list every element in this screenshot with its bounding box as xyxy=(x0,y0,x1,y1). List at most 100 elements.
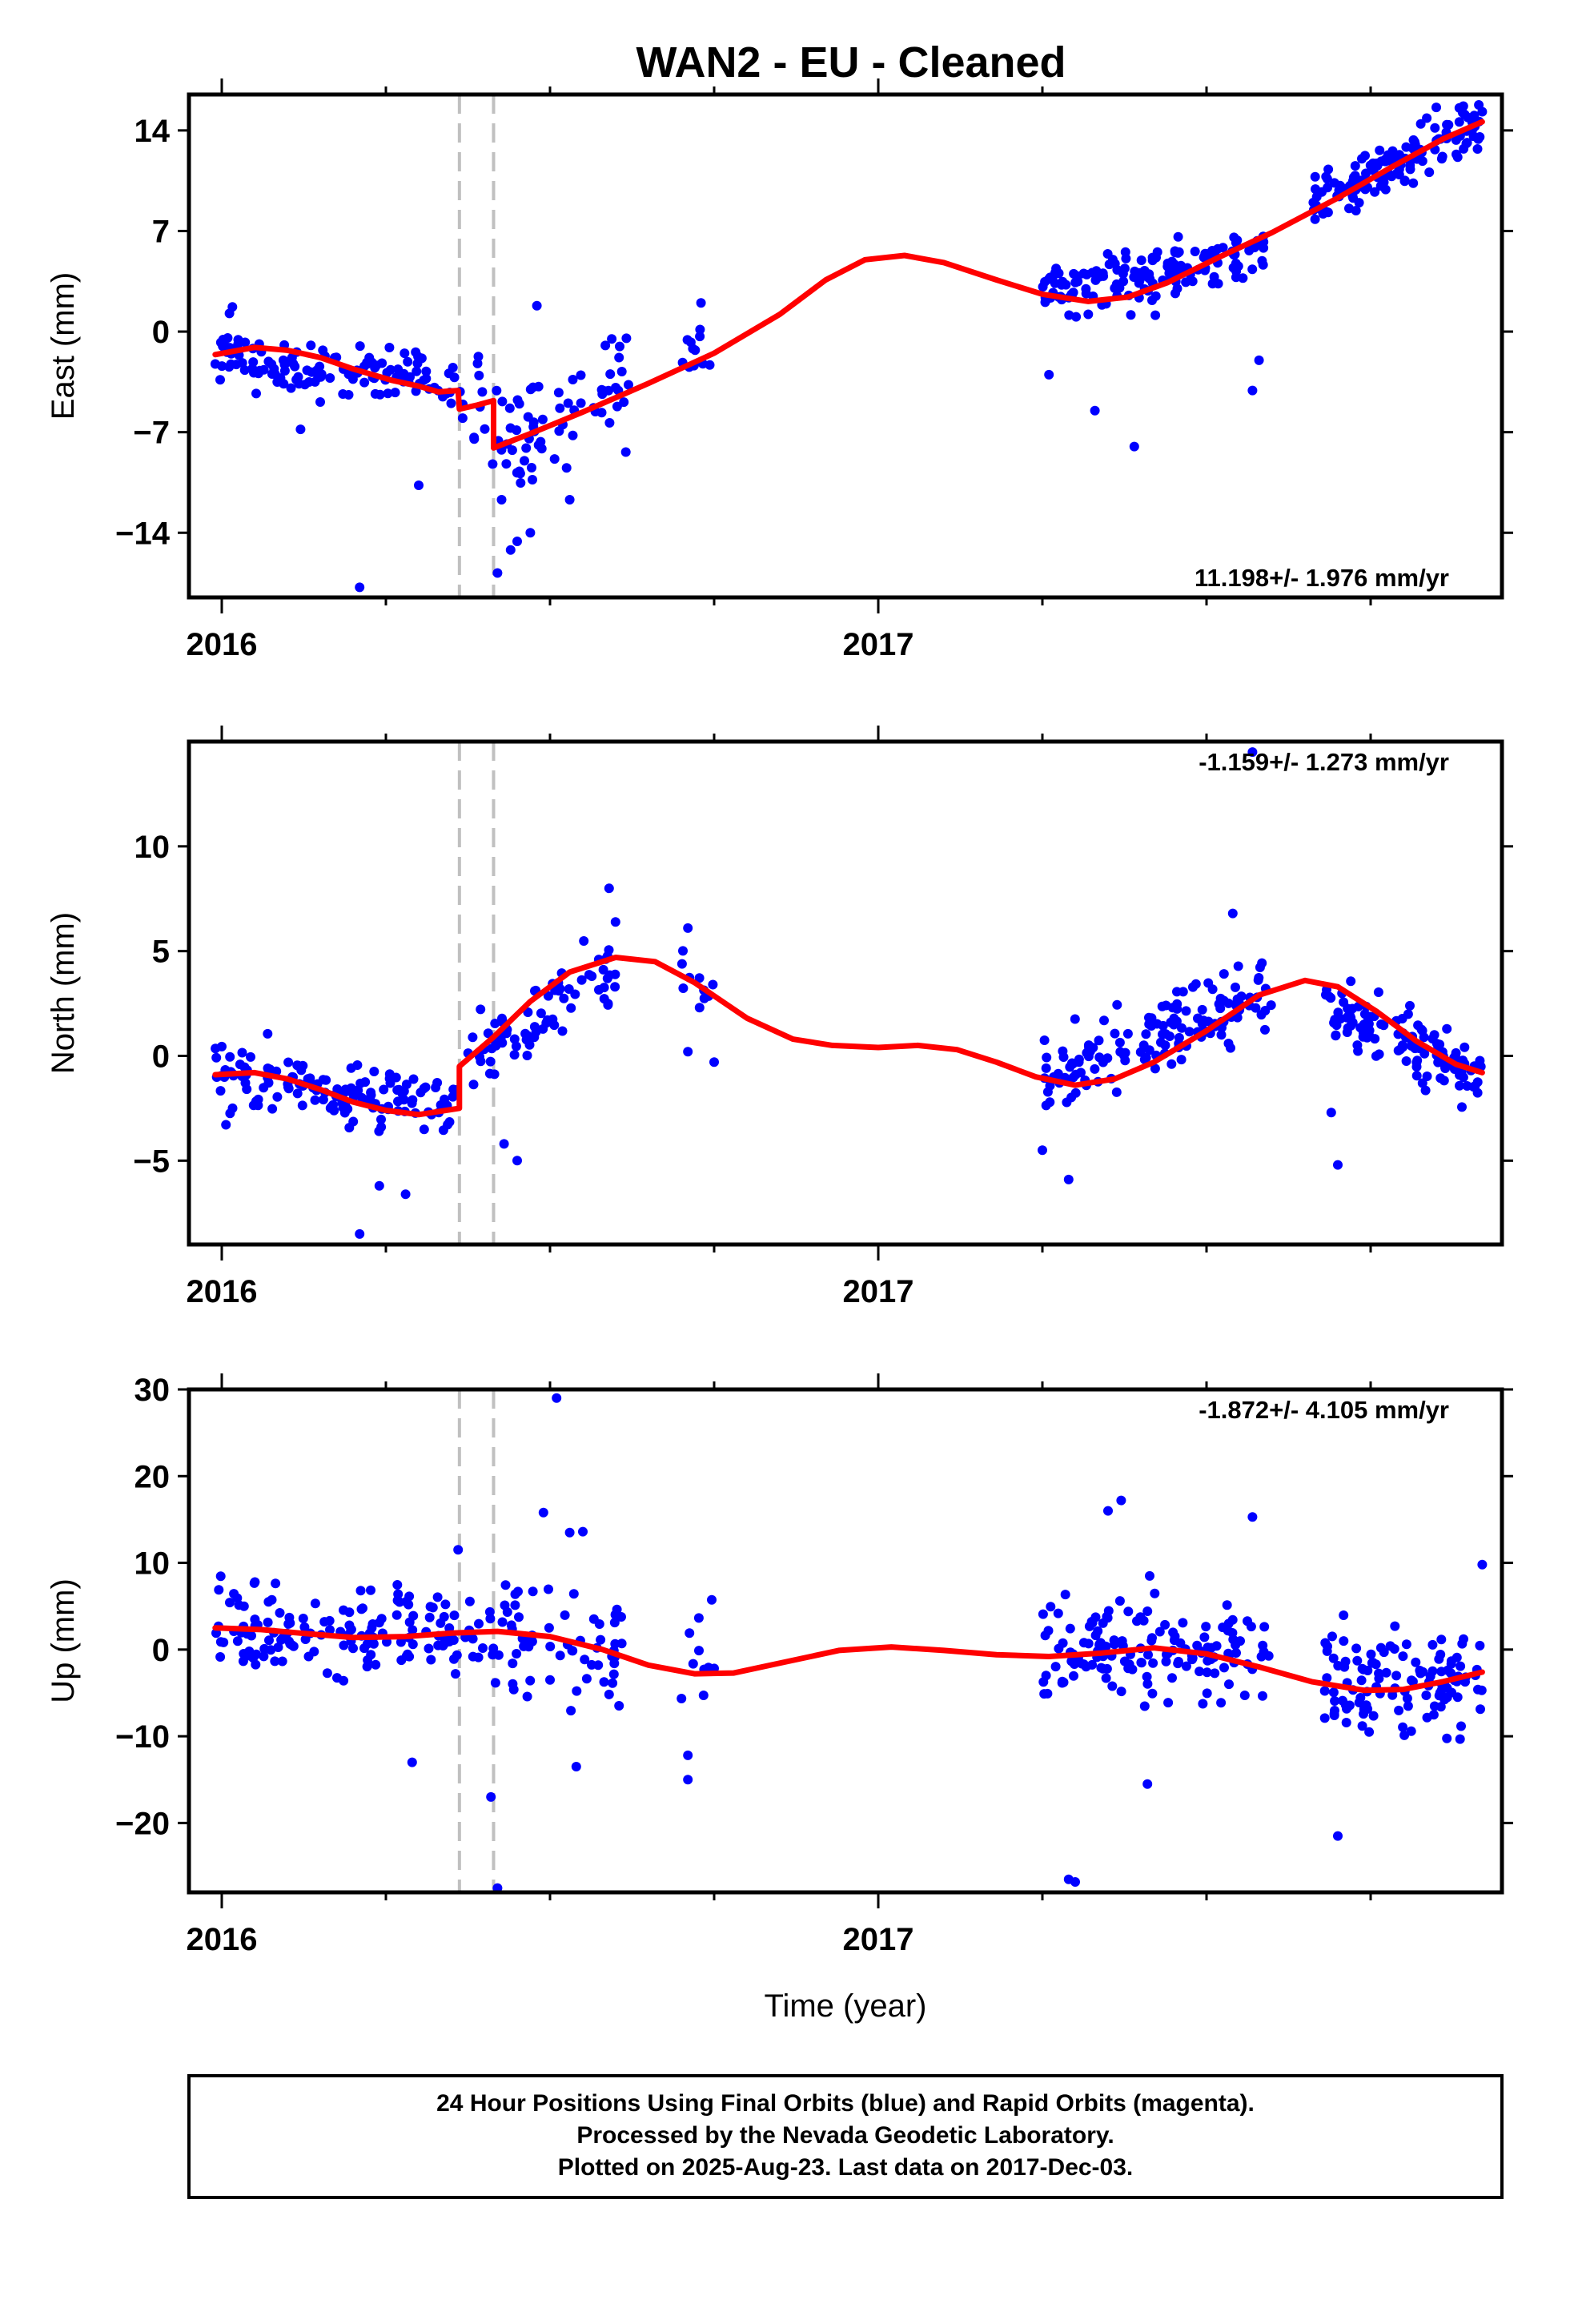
east-data-point xyxy=(553,388,564,398)
north-data-point xyxy=(1111,1087,1122,1097)
north-data-point xyxy=(237,1047,247,1058)
up-data-point xyxy=(408,1625,418,1635)
up-data-point xyxy=(1436,1667,1447,1677)
panel-north: −5 0 5 10 2016 2017 North (mm) -1.159+/- 1.273 … xyxy=(46,726,1513,1309)
north-data-point xyxy=(1247,747,1258,758)
east-data-point xyxy=(621,333,632,344)
east-ytick-label: 14 xyxy=(135,114,171,149)
north-data-point xyxy=(1405,1000,1415,1011)
north-data-point xyxy=(217,1041,227,1051)
up-data-point xyxy=(325,1625,335,1635)
east-data-point xyxy=(355,341,365,352)
east-data-point xyxy=(278,355,288,365)
east-data-point xyxy=(1231,259,1241,268)
panel-up: −20 −10 0 10 20 30 2016 2017 Up (mm) Time (year) -… xyxy=(46,1373,1513,2024)
north-data-point xyxy=(1260,1024,1270,1035)
up-data-point xyxy=(1223,1618,1234,1629)
up-data-point xyxy=(1457,1638,1468,1649)
east-data-point xyxy=(1323,183,1333,193)
north-data-point xyxy=(356,1092,367,1103)
up-data-point xyxy=(1364,1727,1375,1737)
east-xtick-label: 2016 xyxy=(187,627,258,662)
north-data-point xyxy=(1321,990,1331,1000)
east-data-point xyxy=(444,368,454,379)
up-data-point xyxy=(1339,1610,1349,1620)
up-data-point xyxy=(616,1638,627,1649)
north-data-point xyxy=(1042,1087,1053,1097)
east-data-point xyxy=(359,377,370,388)
up-data-point xyxy=(1211,1641,1222,1651)
north-final-orbit-points xyxy=(211,747,1486,1239)
north-data-point xyxy=(215,1086,226,1096)
north-rate-label: -1.159+/- 1.273 mm/yr xyxy=(1199,748,1449,776)
up-data-point xyxy=(1038,1677,1049,1687)
north-data-point xyxy=(557,1026,568,1036)
up-data-point xyxy=(238,1656,248,1667)
north-data-point xyxy=(1359,1009,1370,1019)
up-data-point xyxy=(271,1578,281,1589)
north-data-point xyxy=(1420,1085,1431,1096)
up-data-point xyxy=(396,1655,407,1666)
north-data-point xyxy=(1231,982,1240,992)
up-data-point xyxy=(490,1678,500,1688)
up-data-point xyxy=(264,1635,274,1646)
east-data-point xyxy=(497,396,508,407)
east-data-point xyxy=(1452,149,1461,159)
up-data-point xyxy=(1161,1656,1171,1667)
north-data-point xyxy=(1346,976,1356,987)
east-data-point xyxy=(1399,176,1410,187)
east-data-point xyxy=(1437,151,1447,162)
east-data-point xyxy=(605,369,616,380)
north-data-point xyxy=(391,1072,401,1083)
up-data-point xyxy=(506,1620,516,1630)
east-data-point xyxy=(1323,164,1334,175)
up-data-point xyxy=(1368,1711,1379,1721)
up-data-point xyxy=(608,1669,619,1679)
east-data-point xyxy=(1090,275,1101,285)
north-data-point xyxy=(1141,1029,1151,1039)
east-data-point xyxy=(233,335,243,345)
north-data-point xyxy=(297,1100,307,1111)
north-model-line xyxy=(212,955,1485,1118)
north-data-point xyxy=(598,964,608,975)
up-data-point xyxy=(528,1586,538,1597)
up-data-point xyxy=(1436,1634,1447,1645)
north-data-point xyxy=(694,973,705,983)
up-data-point xyxy=(698,1691,709,1700)
east-data-point xyxy=(1311,184,1320,195)
up-data-point xyxy=(1352,1655,1363,1666)
east-data-point xyxy=(1380,184,1391,195)
east-data-point xyxy=(1258,259,1268,270)
up-ytick-label: −10 xyxy=(115,1719,170,1755)
up-data-point xyxy=(1339,1662,1350,1672)
up-data-point xyxy=(1145,1570,1154,1581)
east-data-point xyxy=(1442,119,1452,130)
east-data-point xyxy=(1254,355,1264,365)
up-data-point xyxy=(560,1610,570,1620)
east-data-point xyxy=(1134,275,1145,286)
up-data-point xyxy=(1356,1675,1367,1686)
north-data-point xyxy=(1326,1108,1336,1118)
up-ytick-label: 30 xyxy=(135,1373,171,1408)
up-data-point xyxy=(1258,1640,1268,1651)
up-data-point xyxy=(1222,1600,1232,1610)
panel-east: −14 −7 0 7 14 2016 2017 East (mm) 11.198+/- 1.97… xyxy=(46,78,1513,662)
north-data-point xyxy=(678,983,689,993)
up-data-point xyxy=(1398,1722,1408,1732)
east-data-point xyxy=(523,412,533,422)
up-data-point xyxy=(1359,1664,1368,1675)
north-data-point xyxy=(448,1092,458,1102)
north-data-point xyxy=(576,975,587,985)
north-data-point xyxy=(1114,1037,1125,1047)
up-data-point xyxy=(1169,1635,1179,1646)
up-data-point xyxy=(263,1617,273,1627)
up-data-point xyxy=(1070,1659,1079,1669)
east-ytick-label: 0 xyxy=(152,315,170,350)
up-data-point xyxy=(683,1775,693,1785)
footer-frame xyxy=(187,2074,1504,2199)
up-data-point xyxy=(677,1694,687,1703)
east-data-point xyxy=(1162,258,1173,268)
up-data-point xyxy=(1475,1640,1485,1651)
up-data-point xyxy=(436,1618,446,1628)
